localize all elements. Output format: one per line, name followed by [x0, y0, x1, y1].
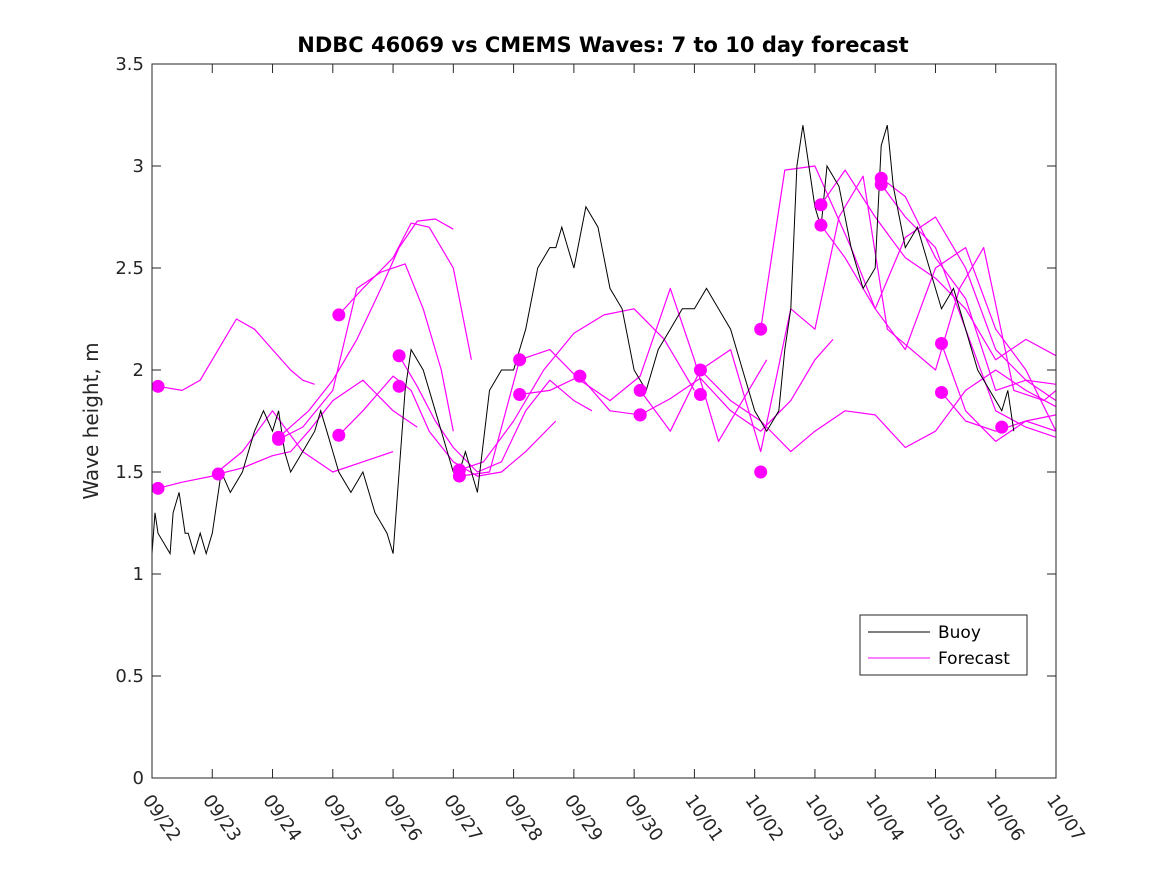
forecast-start-marker — [332, 308, 346, 322]
forecast-start-marker — [513, 387, 527, 401]
forecast-start-marker — [392, 349, 406, 363]
forecast-line — [459, 287, 768, 477]
forecast-line — [639, 175, 1057, 453]
y-tick-label: 2 — [133, 360, 144, 381]
forecast-start-marker — [272, 430, 286, 444]
forecast-start-marker — [934, 385, 948, 399]
forecast-start-marker — [392, 379, 406, 393]
forecast-start-marker — [151, 481, 165, 495]
forecast-line — [820, 216, 1057, 402]
forecast-start-marker — [513, 353, 527, 367]
forecast-line — [880, 177, 1057, 391]
forecast-line — [338, 375, 557, 477]
y-tick-label: 0.5 — [115, 666, 144, 687]
y-tick-label: 3 — [133, 156, 144, 177]
forecast-start-marker — [934, 336, 948, 350]
plot-series — [151, 125, 1057, 556]
forecast-start-marker — [211, 467, 225, 481]
forecast-line — [459, 308, 695, 471]
legend-forecast-label: Forecast — [938, 649, 1010, 669]
y-tick-label: 3.5 — [115, 54, 144, 75]
forecast-start-marker — [332, 428, 346, 442]
forecast-line — [398, 355, 593, 473]
forecast-start-marker — [874, 177, 888, 191]
forecast-line — [278, 263, 454, 440]
chart-title: NDBC 46069 vs CMEMS Waves: 7 to 10 day f… — [297, 33, 908, 57]
legend-box — [859, 614, 1028, 676]
forecast-start-marker — [814, 218, 828, 232]
forecast-start-marker — [754, 465, 768, 479]
forecast-start-marker — [452, 469, 466, 483]
forecast-start-marker — [633, 408, 647, 422]
forecast-start-marker — [995, 420, 1009, 434]
forecast-line — [278, 218, 454, 438]
forecast-line — [218, 379, 418, 475]
forecast-start-marker — [633, 383, 647, 397]
buoy-line — [151, 125, 1015, 556]
forecast-line — [760, 165, 1057, 432]
y-tick-label: 1 — [133, 564, 144, 585]
forecast-line — [157, 318, 315, 391]
legend: Buoy Forecast — [859, 614, 1028, 676]
forecast-start-marker — [693, 363, 707, 377]
y-tick-label: 0 — [133, 768, 144, 789]
forecast-line — [820, 169, 1057, 361]
y-axis-label: Wave height, m — [79, 342, 103, 499]
forecast-start-marker — [151, 379, 165, 393]
forecast-line — [338, 222, 472, 360]
forecast-start-marker — [814, 198, 828, 212]
y-tick-label: 1.5 — [115, 462, 144, 483]
legend-buoy-label: Buoy — [938, 623, 981, 643]
forecast-start-marker — [573, 369, 587, 383]
y-tick-label: 2.5 — [115, 258, 144, 279]
forecast-start-marker — [754, 322, 768, 336]
forecast-start-marker — [693, 387, 707, 401]
forecast-line — [940, 343, 1057, 442]
forecast-line — [941, 392, 1057, 432]
forecast-line — [157, 410, 394, 489]
axes-frame — [151, 63, 1057, 779]
